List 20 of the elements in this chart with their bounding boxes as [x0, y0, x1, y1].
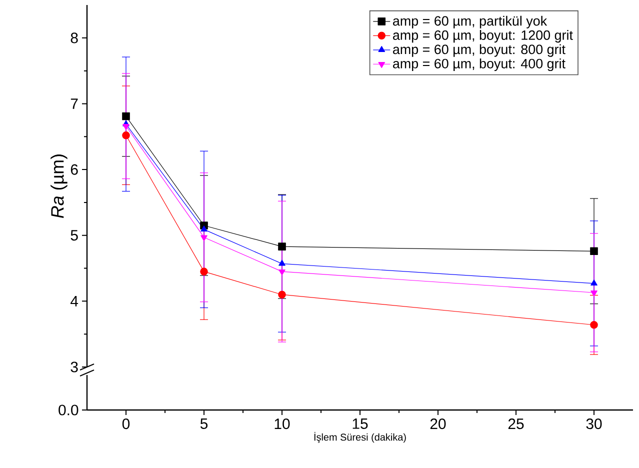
y-tick-label: 8 — [70, 32, 78, 44]
legend-label: amp = 60 µm, partikül yok — [393, 16, 548, 28]
x-tick-label: 5 — [200, 418, 208, 429]
y-tick-label: 3 — [70, 362, 78, 372]
x-tick-label: 20 — [430, 418, 446, 430]
x-tick-label: 10 — [274, 418, 290, 430]
y-tick-label: 5 — [70, 230, 78, 241]
x-tick-label: 0 — [122, 418, 130, 430]
x-tick-label: 25 — [508, 418, 524, 430]
legend-label: amp = 60 µm, boyut: 800 grit — [393, 44, 566, 57]
legend-label: amp = 60 µm, boyut: 400 grit — [393, 58, 566, 72]
x-tick-label: 15 — [352, 418, 368, 429]
legend-label: amp = 60 µm, boyut: 1200 grit — [393, 30, 573, 43]
y-tick-label: 6 — [70, 164, 78, 175]
x-axis-title: İşlem Süresi (dakika) — [314, 432, 406, 443]
y-axis-title: Ra (µm) — [50, 154, 68, 218]
y-tick-label: 7 — [70, 98, 78, 109]
y-tick-label: 4 — [70, 296, 78, 306]
x-tick-label: 30 — [586, 418, 602, 430]
text: 0.0 — [58, 404, 78, 416]
